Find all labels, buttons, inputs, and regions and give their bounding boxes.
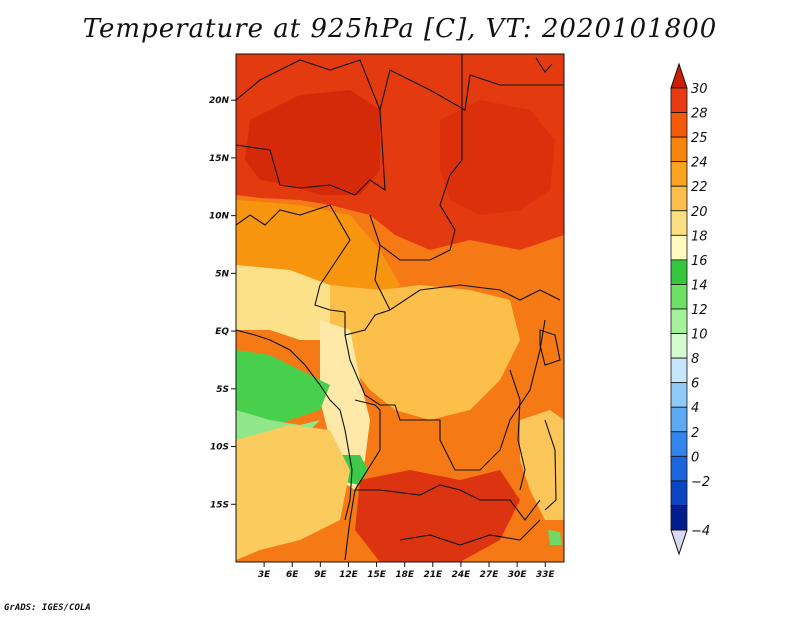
map-title: Temperature at 925hPa [C], VT: 202010180… [82,14,718,44]
colorbar-swatch [670,480,688,506]
colorbar-swatch [670,259,688,285]
colorbar-swatch [670,185,688,212]
colorbar-level-label: 25 [691,131,708,146]
lon-tick-label: 33E [536,570,556,580]
colorbar-level-label: 28 [691,107,708,122]
field-band-east-green [548,530,562,545]
colorbar-swatch [670,112,688,138]
lat-tick-label: 20N [209,96,230,106]
lon-tick-label: 12E [339,570,359,580]
grads-credit: GrADS: IGES/COLA [4,603,91,613]
colorbar-level-label: 2 [691,426,699,441]
colorbar-level-label: 18 [691,229,708,244]
colorbar-level-label: 12 [691,303,708,318]
field-band-east-yellow [520,410,564,520]
border-line [399,519,541,546]
colorbar-swatch [670,136,688,163]
latitude-axis: 20N 15N 10N 5N EQ 5S 10S 15S [209,96,236,510]
colorbar-level-label: 0 [691,450,699,465]
colorbar-swatch [670,87,688,113]
colorbar-level-label: 10 [691,328,708,343]
border-line [374,244,561,311]
colorbar-level-label: 22 [691,180,708,195]
colorbar-level-label: 20 [691,205,708,220]
colorbar-level-label: −2 [691,475,710,490]
colorbar-swatch [670,357,688,384]
border-line [535,57,553,73]
colorbar-top-tip [670,62,688,89]
border-line [544,419,557,511]
border-line [236,69,564,196]
colorbar-level-label: 24 [691,156,708,171]
colorbar-swatch [670,406,688,433]
colorbar-level-label: 14 [691,278,708,293]
colorbar-swatch [670,333,688,359]
colorbar-swatch [670,234,688,261]
field-band-sahel-deep-red [245,90,380,195]
border-line [355,484,541,521]
colorbar-swatch [670,308,688,334]
border-line [314,284,391,336]
colorbar-swatch [670,455,688,482]
lon-tick-label: 15E [367,570,387,580]
colorbar-bottom-tip [670,529,688,556]
colorbar-swatch [670,382,688,408]
lon-tick-label: 9E [314,570,327,580]
lon-tick-label: 27E [480,570,500,580]
border-line [236,204,351,286]
lon-tick-label: 6E [286,570,299,580]
lat-tick-label: 10S [210,443,229,453]
lon-tick-label: 21E [423,570,443,580]
colorbar-level-label: 6 [691,377,699,392]
field-band-sudan-deep-red [440,100,555,215]
temperature-field [236,54,564,562]
lat-tick-label: 10N [209,212,230,222]
lon-tick-label: 30E [508,570,528,580]
lon-tick-label: 18E [395,570,415,580]
colorbar-level-label: 30 [691,82,708,97]
colorbar-level-label: 4 [691,401,699,416]
field-band-congo-yellow [330,285,520,420]
field-band-southwest-yellow [236,425,350,560]
colorbar-level-label: 16 [691,254,708,269]
map-frame [235,53,565,563]
lat-tick-label: EQ [215,327,229,337]
colorbar-swatch [670,284,688,310]
country-borders [236,54,564,561]
lat-tick-label: 5N [215,269,229,279]
border-line [344,399,381,561]
lat-tick-label: 15S [210,500,229,510]
border-line [236,59,381,111]
border-line [344,319,546,471]
border-line [509,369,526,491]
border-line [369,54,463,261]
colorbar-level-label: −4 [691,524,710,539]
colorbar-swatch [670,505,688,531]
colorbar-swatch [670,431,688,457]
colorbar-swatch [670,210,688,236]
border-line [236,329,353,521]
field-band-gulf-pale [236,265,345,340]
lon-tick-label: 24E [452,570,472,580]
colorbar-level-label: 8 [691,352,699,367]
lat-tick-label: 5S [216,385,229,395]
border-line [539,329,561,366]
colorbar-swatch [670,161,688,187]
lat-tick-label: 15N [209,154,230,164]
longitude-axis: 3E 6E 9E 12E 15E 18E 21E 24E 27E 30E 33E [258,562,556,580]
lon-tick-label: 3E [258,570,271,580]
